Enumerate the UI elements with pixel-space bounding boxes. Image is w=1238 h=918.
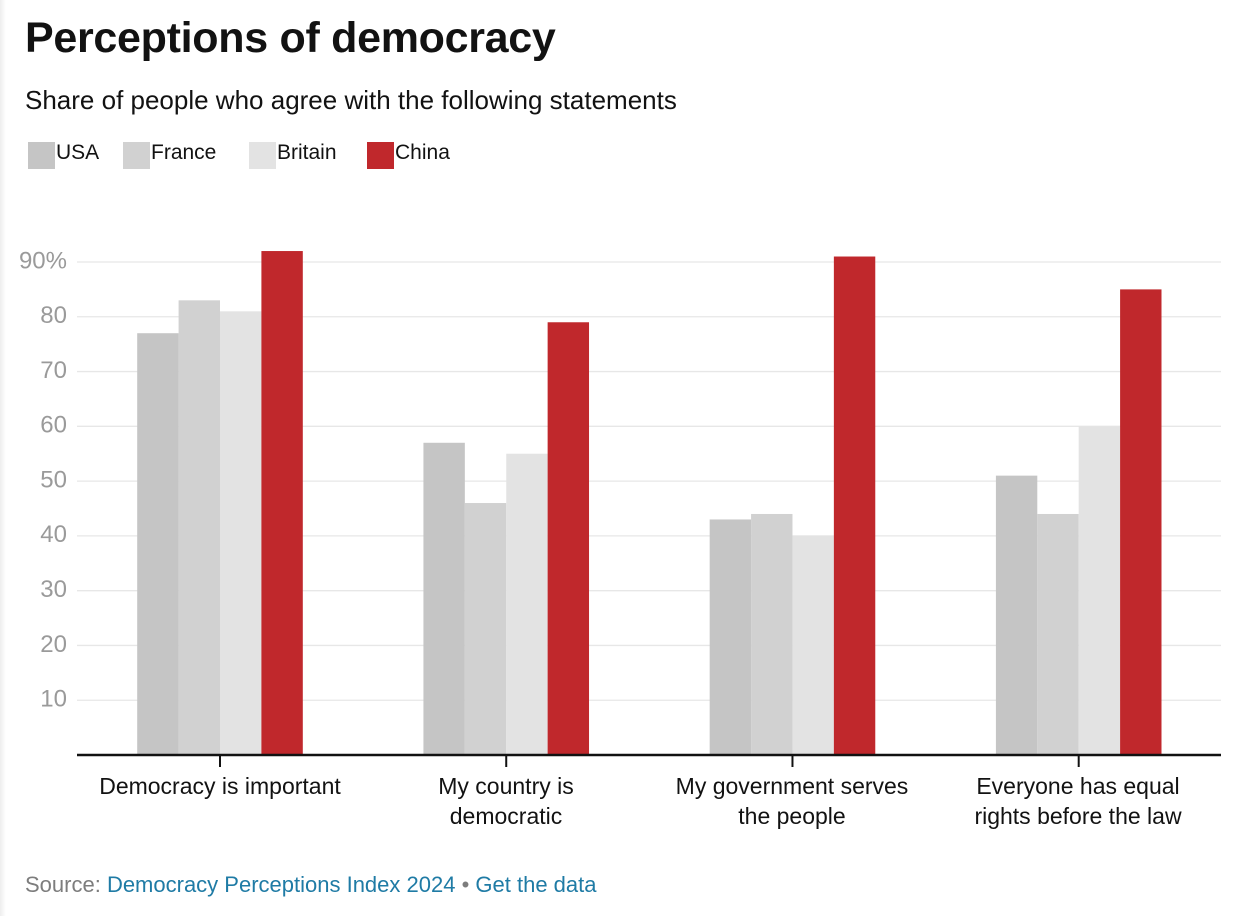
svg-text:80: 80	[40, 302, 67, 329]
svg-text:40: 40	[40, 521, 67, 548]
svg-text:30: 30	[40, 576, 67, 603]
svg-text:70: 70	[40, 357, 67, 384]
svg-text:20: 20	[40, 631, 67, 658]
svg-text:90%: 90%	[19, 247, 67, 274]
svg-text:50: 50	[40, 466, 67, 493]
svg-text:10: 10	[40, 686, 67, 713]
svg-text:60: 60	[40, 412, 67, 439]
